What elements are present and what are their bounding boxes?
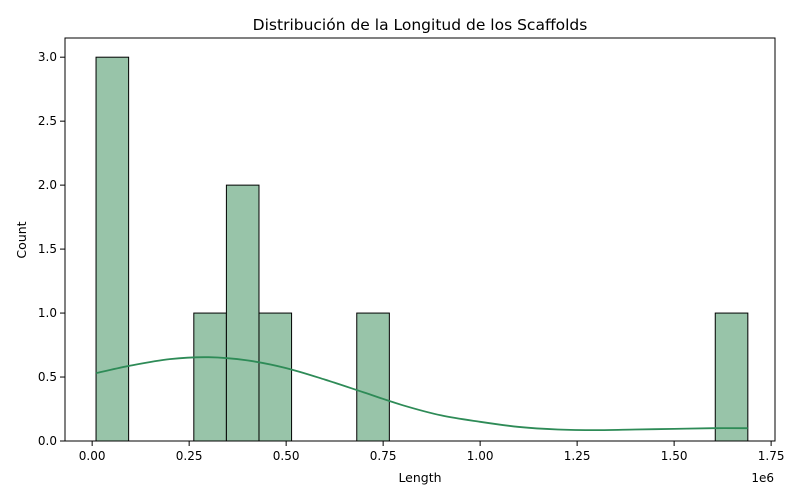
x-axis-label: Length bbox=[398, 470, 441, 485]
y-tick-label: 3.0 bbox=[38, 50, 57, 64]
x-axis-offset-label: 1e6 bbox=[751, 471, 774, 485]
bars-group bbox=[95, 56, 749, 442]
histogram-bar bbox=[714, 312, 749, 442]
x-axis-ticks: 0.00 0.25 0.50 0.75 1.00 1.25 1.50 1.75 bbox=[79, 441, 785, 463]
histogram-bar bbox=[193, 312, 227, 442]
histogram-bar bbox=[95, 56, 130, 442]
x-tick-label: 1.75 bbox=[758, 449, 785, 463]
chart-title: Distribución de la Longitud de los Scaff… bbox=[253, 16, 588, 34]
histogram-bar bbox=[258, 312, 293, 442]
x-tick-label: 0.00 bbox=[79, 449, 106, 463]
plot-frame bbox=[64, 37, 776, 442]
y-tick-label: 0.5 bbox=[38, 370, 57, 384]
histogram-bar bbox=[356, 312, 390, 442]
x-tick-label: 1.25 bbox=[564, 449, 591, 463]
y-tick-label: 2.5 bbox=[38, 114, 57, 128]
y-axis-label: Count bbox=[14, 221, 29, 258]
y-tick-label: 1.5 bbox=[38, 242, 57, 256]
x-tick-label: 1.50 bbox=[661, 449, 688, 463]
x-tick-label: 0.75 bbox=[370, 449, 397, 463]
x-tick-label: 0.25 bbox=[176, 449, 203, 463]
kde-line bbox=[95, 356, 748, 432]
y-tick-label: 0.0 bbox=[38, 434, 57, 448]
x-tick-label: 0.50 bbox=[273, 449, 300, 463]
x-tick-label: 1.00 bbox=[467, 449, 494, 463]
y-tick-label: 2.0 bbox=[38, 178, 57, 192]
y-axis-ticks: 0.0 0.5 1.0 1.5 2.0 2.5 3.0 bbox=[38, 50, 65, 448]
histogram-bar bbox=[225, 184, 260, 442]
y-tick-label: 1.0 bbox=[38, 306, 57, 320]
